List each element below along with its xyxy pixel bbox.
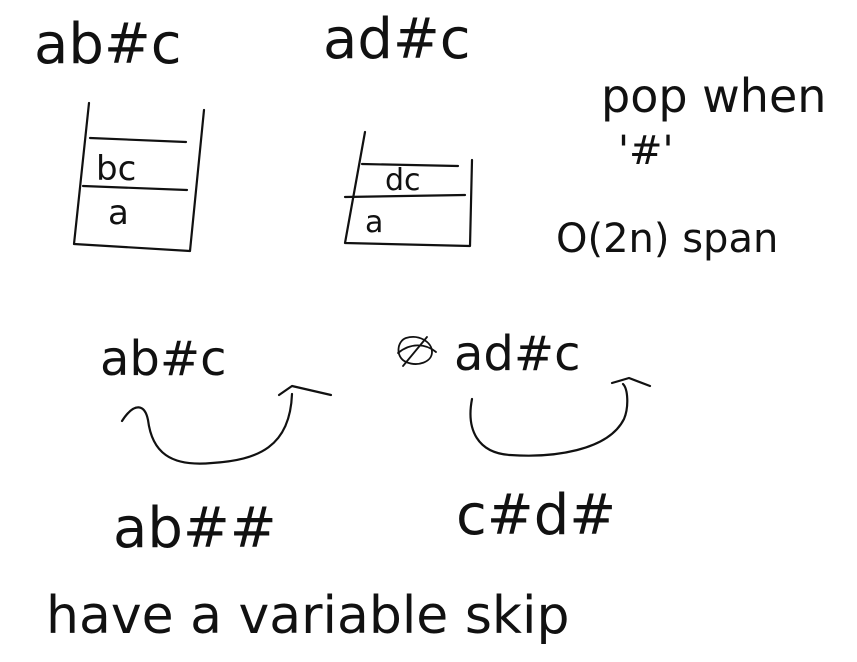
- right-arrow: [469, 376, 652, 457]
- left-stack-middle-line: [81, 184, 189, 192]
- left-arrow-curve: [120, 392, 294, 465]
- scribble-line-2: [402, 336, 428, 367]
- right-stack: dc a: [343, 130, 474, 248]
- middle-right-expression: ad#c: [454, 326, 581, 382]
- right-arrow-head: [610, 376, 652, 388]
- left-stack-top-line: [88, 136, 188, 144]
- footer-caption: have a variable skip: [46, 586, 569, 646]
- complexity-note: O(2n) span: [556, 216, 778, 262]
- pop-note-line-1: pop when: [601, 69, 826, 123]
- left-stack: bc a: [72, 101, 206, 253]
- left-stack-top-item: bc: [96, 149, 136, 189]
- scribble-line-1: [397, 344, 437, 354]
- right-result-expression: c#d#: [456, 483, 616, 548]
- left-arrow: [120, 384, 333, 465]
- left-arrow-head: [277, 384, 333, 397]
- right-stack-top-item: dc: [385, 163, 421, 198]
- left-result-expression: ab##: [113, 496, 277, 561]
- pop-note-line-2: '#': [618, 128, 674, 174]
- scribble-marker: [397, 336, 437, 367]
- right-stack-top-line: [360, 162, 460, 168]
- top-left-expression: ab#c: [34, 12, 182, 77]
- right-stack-middle-line: [343, 193, 467, 199]
- left-stack-bottom-item: a: [108, 193, 129, 233]
- top-right-expression: ad#c: [323, 7, 471, 72]
- right-arrow-curve: [469, 382, 629, 457]
- left-stack-outline: [72, 101, 206, 253]
- middle-left-expression: ab#c: [100, 331, 227, 387]
- right-stack-bottom-item: a: [365, 205, 383, 240]
- right-stack-outline: [343, 130, 474, 248]
